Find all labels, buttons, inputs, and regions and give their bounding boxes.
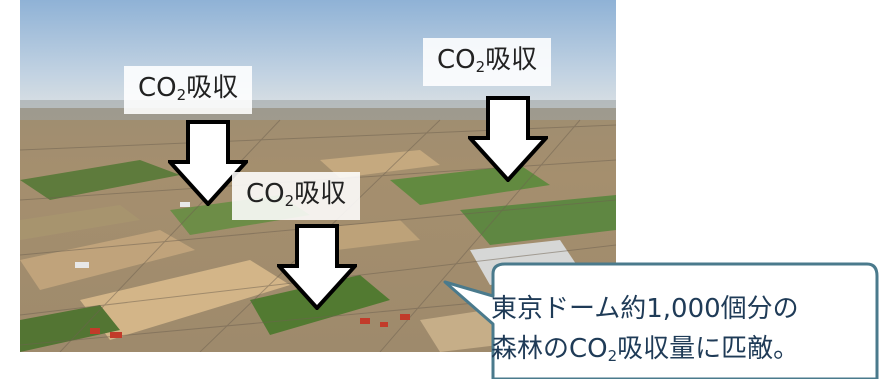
label-text: 吸収 <box>186 73 239 103</box>
label-text: 吸収 <box>485 45 538 75</box>
co2-absorption-label: CO2吸収 <box>124 66 253 114</box>
callout-text: 東京ドーム約1,000個分の 森林のCO2吸収量に匹敵。 <box>491 289 799 376</box>
callout-line-2-post: 吸収量に匹敵。 <box>617 334 800 364</box>
label-text: CO <box>437 45 476 75</box>
down-arrow-icon <box>168 120 248 206</box>
label-text: CO <box>246 179 285 209</box>
down-arrow-icon <box>468 96 548 182</box>
label-subscript: 2 <box>475 58 486 76</box>
co2-absorption-label: CO2吸収 <box>423 38 552 86</box>
down-arrow-icon <box>277 224 357 310</box>
label-text: CO <box>138 73 177 103</box>
callout-bubble <box>443 262 879 379</box>
label-text: 吸収 <box>294 179 347 209</box>
co2-absorption-label: CO2吸収 <box>232 172 361 220</box>
label-subscript: 2 <box>284 192 295 210</box>
callout-line-2: 森林のCO2吸収量に匹敵。 <box>491 329 799 376</box>
label-subscript: 2 <box>176 86 187 104</box>
callout-line-2-pre: 森林のCO <box>491 334 608 364</box>
callout-line-2-sub: 2 <box>607 347 618 365</box>
callout-line-1: 東京ドーム約1,000個分の <box>491 294 799 324</box>
